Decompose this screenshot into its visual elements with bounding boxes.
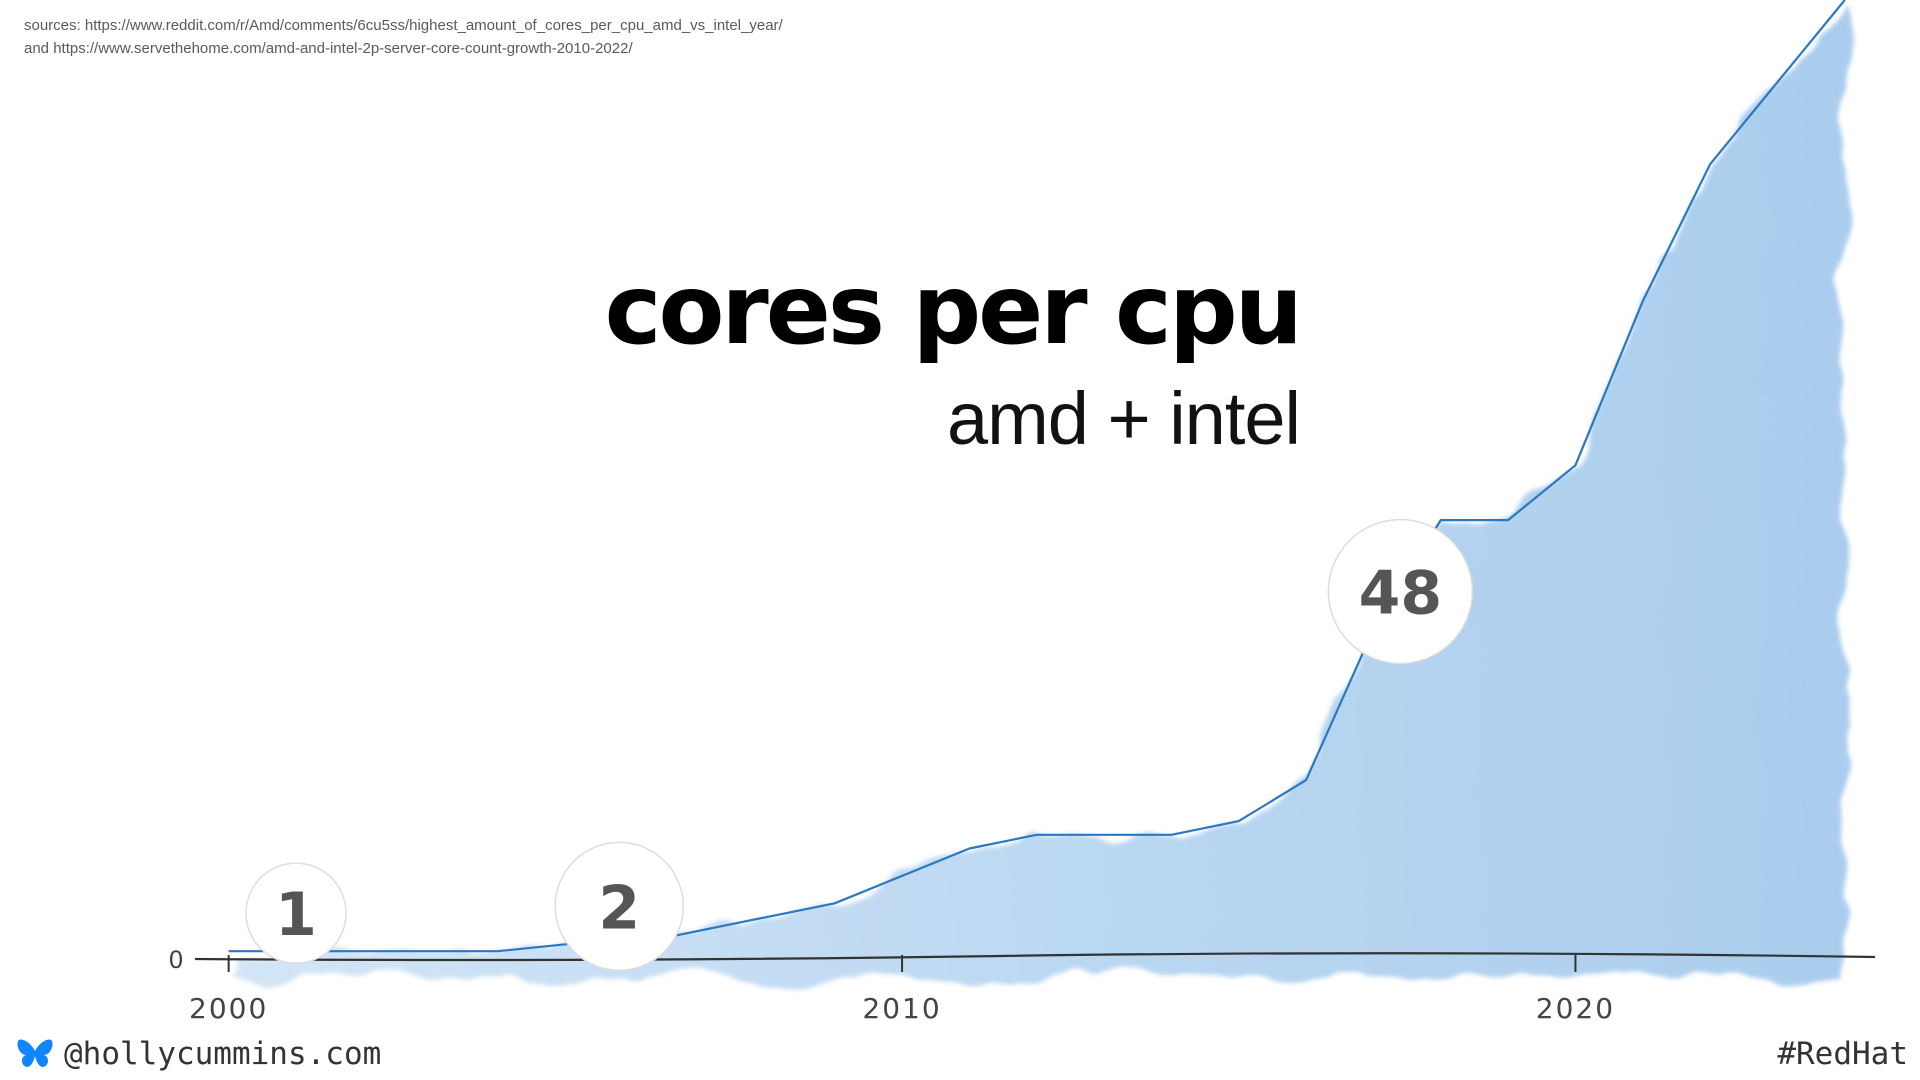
y-tick-label: 0 bbox=[168, 946, 183, 974]
annotation-badge: 2 bbox=[554, 841, 684, 972]
chart-subtitle: amd + intel bbox=[946, 377, 1301, 460]
badge-label: 2 bbox=[598, 873, 640, 943]
badge-label: 1 bbox=[275, 880, 317, 950]
badge-circle bbox=[1327, 518, 1474, 665]
x-tick-label: 2020 bbox=[1536, 992, 1615, 1025]
author-handle[interactable]: @hollycummins.com bbox=[16, 1036, 381, 1072]
hashtag: #RedHat bbox=[1777, 1036, 1908, 1072]
x-tick-label: 2000 bbox=[189, 992, 268, 1025]
annotation-badge: 48 bbox=[1327, 518, 1474, 665]
x-axis bbox=[194, 952, 1876, 962]
handle-text: @hollycummins.com bbox=[64, 1036, 382, 1072]
x-tick-label: 2010 bbox=[862, 992, 941, 1025]
series-line bbox=[228, 0, 1846, 953]
annotation-badge: 1 bbox=[245, 862, 347, 964]
axis-line bbox=[194, 952, 1876, 962]
area-fill-shape bbox=[228, 0, 1845, 978]
series-path bbox=[228, 0, 1846, 953]
badge-label: 48 bbox=[1359, 559, 1443, 629]
butterfly-icon bbox=[17, 1039, 53, 1067]
tick-labels: 2000 2010 2020 0 bbox=[168, 946, 1615, 1025]
sources-line-2: and https://www.servethehome.com/amd-and… bbox=[24, 40, 633, 57]
annotations: 1 2 48 bbox=[245, 518, 1474, 972]
area-fill bbox=[228, 0, 1845, 978]
sources-note: sources: https://www.reddit.com/r/Amd/co… bbox=[24, 14, 924, 60]
badge-circle bbox=[554, 841, 684, 972]
badge-circle bbox=[245, 862, 347, 964]
sources-line-1: sources: https://www.reddit.com/r/Amd/co… bbox=[24, 17, 783, 34]
chart-title: cores per cpu bbox=[604, 254, 1303, 366]
